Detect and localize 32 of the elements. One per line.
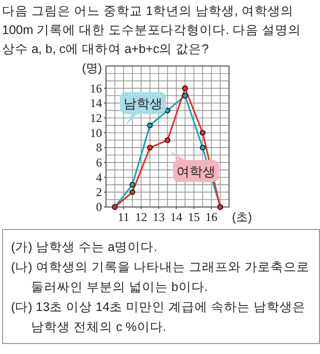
x-axis-title: (초) <box>232 210 252 224</box>
y-tick-label: 14 <box>90 96 102 110</box>
y-tick-label: 10 <box>90 126 102 140</box>
x-tick-label: 15 <box>188 210 200 224</box>
point <box>182 92 188 99</box>
x-tick-label: 12 <box>135 210 148 224</box>
point <box>182 85 188 92</box>
y-tick-label: 8 <box>96 140 102 155</box>
text: (다) 13초 이상 14초 미만인 계급에 속하는 남학생은 남학생 전체의 c %이다. <box>11 299 306 336</box>
x-tick-label: 11 <box>118 210 130 224</box>
series-label: 여학생 <box>176 164 216 179</box>
series-label: 남학생 <box>124 96 162 111</box>
point <box>164 137 170 144</box>
y-tick-label: 6 <box>96 155 102 170</box>
point <box>130 182 136 188</box>
y-tick-label: 0 <box>96 200 102 214</box>
y-tick-label: 16 <box>90 81 102 96</box>
chart-title: 다음 그림은 어느 중학교 1학년의 남학생, 여학생의 100m 기록에 대한 도수분포다각형이다. 다음 설명의 상수 a, b, c에 대하여 a+b+c의 값은? <box>2 3 302 58</box>
y-tick-label: 2 <box>96 185 102 200</box>
point <box>147 122 153 128</box>
text: (나) 여학생의 기록을 나타내는 그래프와 가로축으로 둘러싸인 부분의 넓이는 b이다. <box>11 259 311 296</box>
point <box>147 144 153 150</box>
text: (가) 남학생 수는 a명이다. <box>11 239 158 256</box>
x-tick-label: 13 <box>152 210 165 224</box>
point <box>200 144 206 150</box>
x-tick-label: 14 <box>170 210 182 224</box>
y-tick-label: 12 <box>90 110 102 125</box>
x-tick-label: 16 <box>205 210 218 224</box>
y-axis-title: (명) <box>82 61 102 75</box>
y-tick-label: 4 <box>96 170 102 184</box>
point <box>130 189 136 196</box>
point <box>200 130 206 136</box>
